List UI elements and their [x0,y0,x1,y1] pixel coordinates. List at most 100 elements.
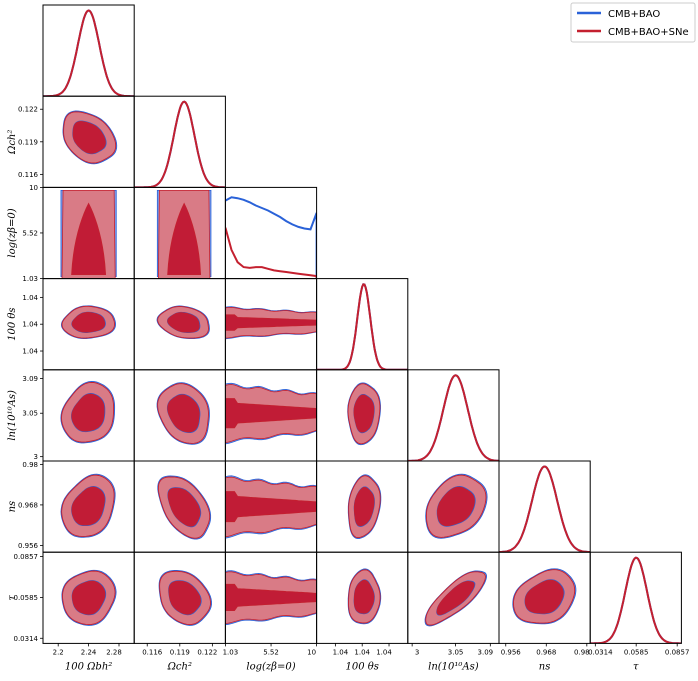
y-tick-label-log_z: 10 [29,184,38,192]
panel-theta_s-vs-log_z [224,278,318,371]
contour-inner-cmb-bao-sne [71,580,106,615]
panel-contents [424,570,487,627]
contour-inner-cmb-bao-sne [167,312,200,333]
panel-contents [156,189,212,279]
y-axis-label-tau: τ [7,595,18,601]
panel-ln_As-vs-omega_c [133,369,226,462]
contour-inner-cmb-bao-sne [353,486,375,527]
panel-theta_s-vs-omega_b: 1.04 1.04 1.04 100 θs [7,278,135,371]
contour-inner-cmb-bao-sne [225,583,317,611]
y-tick-label-ln_As: 3.09 [22,375,38,383]
contour-inner-cmb-bao-sne [437,486,475,527]
x-axis-label-ln_As: ln(10¹⁰As) [428,661,479,672]
panel-ln_As-vs-omega_b: 3 3.05 3.09 ln(10¹⁰As) [7,369,135,462]
x-tick-label-tau: 0.0585 [624,648,649,656]
panel-contents [62,110,118,165]
y-tick-label-ln_As: 3 [34,453,38,461]
y-axis-label-ln_As: ln(10¹⁰As) [7,390,18,441]
panel-n_s-vs-log_z [224,460,318,553]
contour-inner-cmb-bao-sne [353,394,375,433]
panel-contents [512,568,577,625]
x-tick-label-log_z: 5.52 [263,648,279,656]
marginal-line-cmb-bao-sne [316,283,408,370]
y-tick-label-log_z: 5.52 [22,229,38,237]
contour-inner-cmb-bao-sne [71,393,105,432]
panel-n_s-vs-omega_b: 0.956 0.968 0.98 ns [7,460,135,553]
panel-contents [60,305,116,339]
y-tick-label-theta_s: 1.04 [22,348,38,356]
legend-label-cmb-bao: CMB+BAO [608,9,660,20]
panel-contents [60,473,116,538]
x-axis-label-theta_s: 100 θs [345,661,378,672]
x-tick-label-ln_As: 3.05 [448,648,464,656]
x-tick-label-omega_c: 0.119 [170,648,190,656]
panel-ln_As-vs-ln_As [407,369,500,462]
x-tick-label-n_s: 0.956 [501,648,522,656]
panel-frame [316,278,409,371]
panel-contents [225,570,317,626]
contour-inner-cmb-bao-sne [167,487,201,527]
marginal-line-cmb-bao-sne [134,100,226,188]
marginal-line-cmb-bao [499,465,591,553]
panel-n_s-vs-omega_c [133,460,226,553]
panel-contents [60,189,117,279]
x-tick-label-omega_c: 0.122 [197,648,217,656]
panel-contents [158,570,212,626]
panel-contents [134,100,226,188]
x-tick-label-theta_s: 1.04 [354,648,370,656]
panel-omega_b-vs-omega_b [42,4,135,97]
y-axis-label-omega_c: Ωch² [7,130,18,155]
contour-inner-cmb-bao-sne [225,398,317,429]
panel-tau-vs-omega_c: 0.116 0.119 0.122 Ωch² [133,551,226,672]
y-axis-label-log_z: log(zβ=0) [7,208,18,257]
legend-box [570,2,696,43]
panel-log_z-vs-log_z [224,186,318,280]
panel-contents [407,374,499,461]
marginal-line-cmb-bao-sne [590,556,682,644]
panel-tau-vs-theta_s: 1.04 1.04 1.04 100 θs [316,551,409,672]
y-tick-label-theta_s: 1.04 [22,294,38,302]
panel-frame [407,369,500,462]
panel-frame [589,551,682,644]
panel-log_z-vs-omega_c [133,186,226,280]
contour-inner-cmb-bao-sne [353,579,375,614]
x-axis-label-omega_b: 100 Ωbh² [65,661,112,672]
panel-contents [225,306,317,340]
panels-layer: 0.1160.1190.122Ωch²1.035.5210log(zβ=0)1.… [7,4,690,672]
panel-frame [498,460,591,553]
x-tick-label-omega_b: 2.24 [81,648,97,656]
contour-inner-cmb-bao-sne [436,581,475,616]
marginal-line-cmb-bao-sne [407,374,499,461]
panel-omega_c-vs-omega_c [133,95,226,188]
panel-tau-vs-log_z: 1.03 5.52 10 log(zβ=0) [223,551,318,672]
marginal-line-cmb-bao [316,283,408,370]
x-tick-label-ln_As: 3 [415,648,419,656]
marginal-line-cmb-bao [590,556,682,644]
marginal-line-cmb-bao [134,100,226,188]
panel-tau-vs-n_s: 0.956 0.968 0.98 ns [498,551,591,672]
panel-contents [347,382,381,446]
legend: CMB+BAO CMB+BAO+SNe [570,2,696,43]
contour-inner-cmb-bao-sne [225,314,317,331]
contour-inner-cmb-bao-sne [167,202,202,275]
panel-contents [156,382,210,445]
x-tick-label-ln_As: 3.09 [478,648,494,656]
panel-contents [590,556,682,644]
panel-frame [224,186,318,280]
panel-tau-vs-ln_As: 3 3.05 3.09 ln(10¹⁰As) [407,551,500,672]
legend-label-cmb-bao-sne: CMB+BAO+SNe [608,27,689,38]
panel-n_s-vs-ln_As [407,460,500,553]
y-axis-label-theta_s: 100 θs [7,307,18,340]
x-axis-label-tau: τ [633,661,639,672]
y-axis-label-n_s: ns [7,501,18,513]
x-tick-label-n_s: 0.98 [574,648,590,656]
marginal-line-cmb-bao [225,196,317,279]
panel-n_s-vs-n_s [498,460,591,553]
y-tick-label-tau: 0.0314 [14,635,39,643]
x-tick-label-tau: 0.0857 [665,648,690,656]
marginal-line-cmb-bao-sne [499,465,591,553]
panel-ln_As-vs-log_z [224,369,318,462]
y-tick-label-n_s: 0.98 [22,461,38,469]
contour-inner-cmb-bao-sne [72,121,106,154]
